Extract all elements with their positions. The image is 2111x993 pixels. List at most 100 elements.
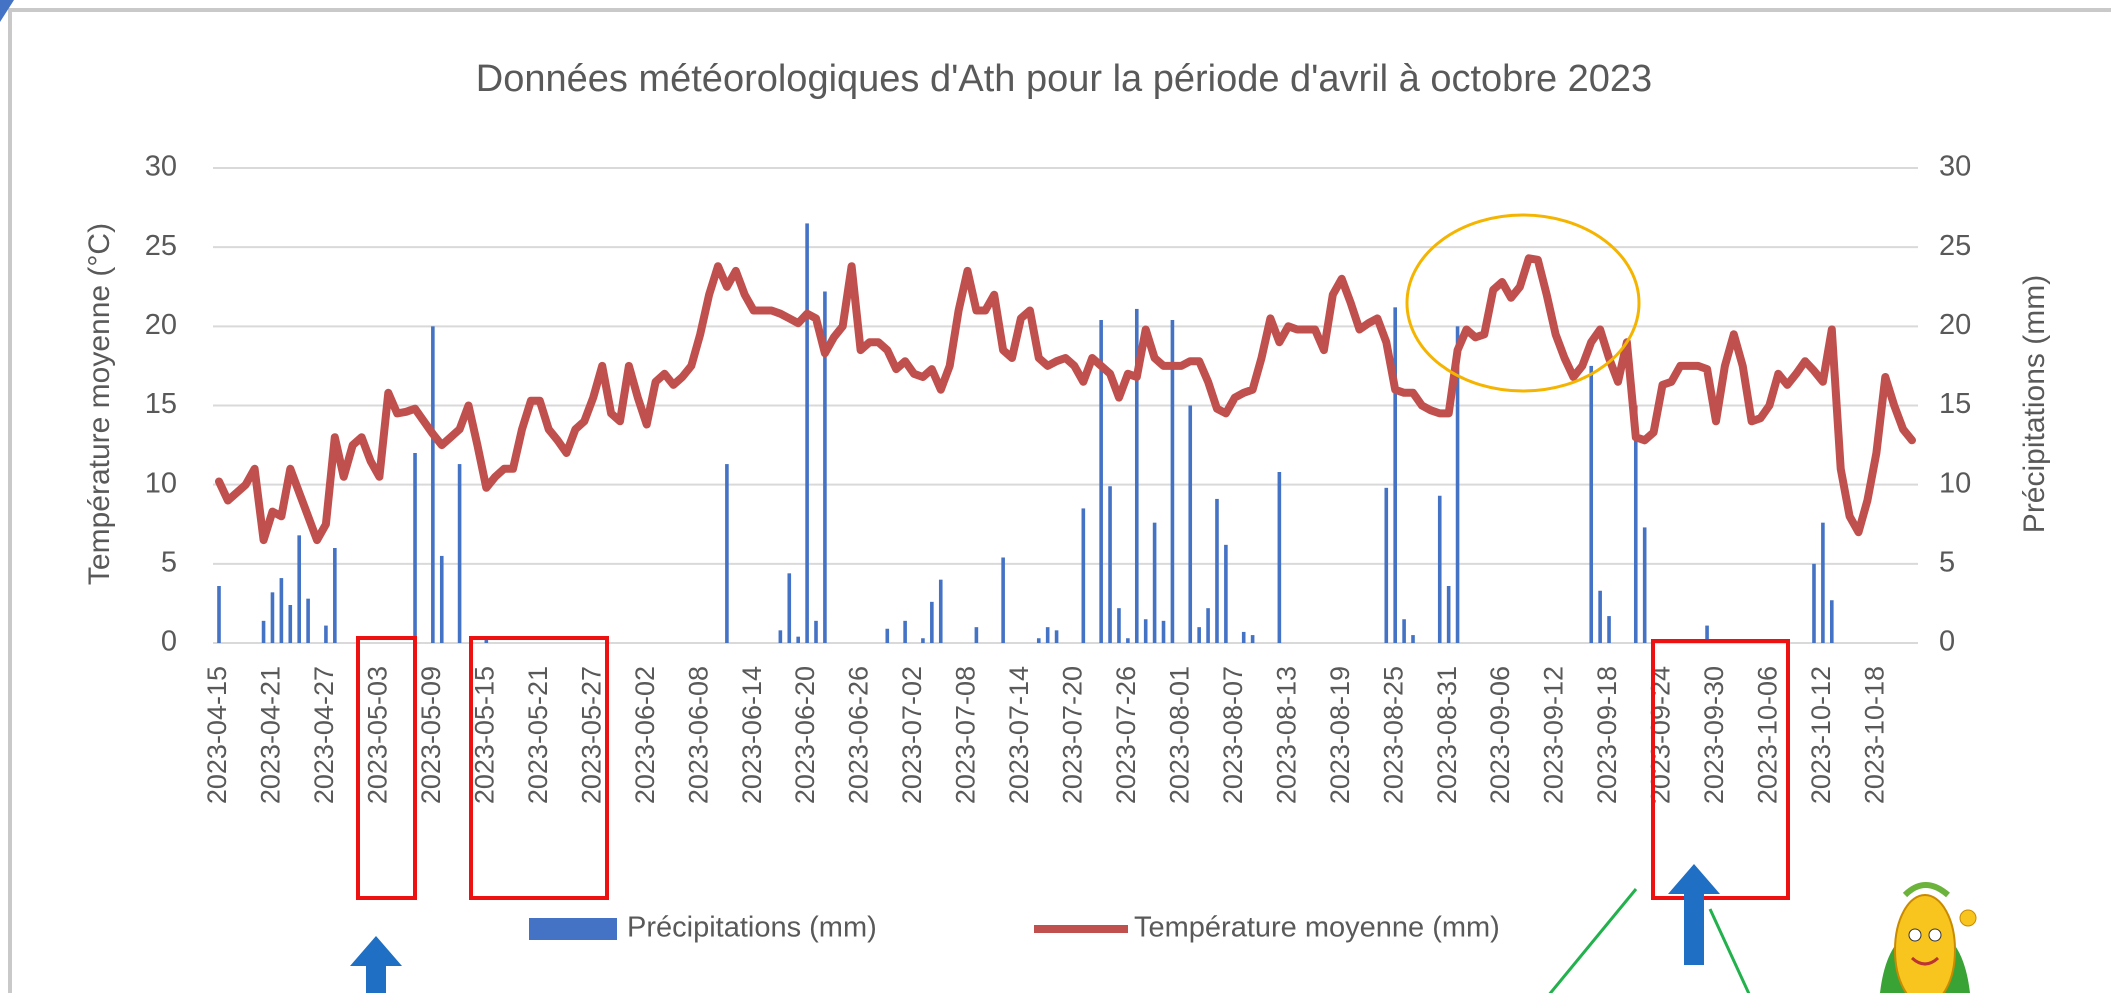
bar [413, 453, 417, 643]
x-tick-label: 2023-09-12 [1539, 666, 1569, 804]
bar [823, 291, 827, 643]
x-tick-label: 2023-05-27 [576, 666, 606, 804]
bar [1001, 557, 1005, 643]
x-tick-label: 2023-04-15 [202, 666, 232, 804]
y2-tick-label: 30 [1939, 151, 1971, 183]
x-tick-label: 2023-10-06 [1753, 666, 1783, 804]
bar [1152, 522, 1157, 643]
x-tick-label: 2023-04-27 [309, 666, 339, 804]
bar [938, 579, 943, 643]
grid [213, 167, 1918, 644]
arrow [350, 936, 402, 993]
plot-area [215, 223, 1916, 643]
x-tick-label: 2023-09-30 [1699, 666, 1729, 804]
bar [324, 625, 328, 643]
pointer-line [1708, 908, 1751, 993]
annotations [350, 213, 1977, 993]
bar [333, 548, 337, 643]
corner-accent [0, 0, 14, 22]
x-tick-label: 2023-06-02 [630, 666, 660, 804]
bar [1830, 600, 1834, 643]
bar [778, 630, 783, 643]
highlight-box [1651, 639, 1790, 900]
bar [1437, 495, 1442, 643]
bar [1054, 630, 1059, 643]
x-tick-label: 2023-10-12 [1806, 666, 1836, 804]
y-tick-label: 15 [145, 388, 177, 420]
bar [1134, 308, 1139, 643]
x-tick-label: 2023-09-24 [1646, 666, 1676, 804]
bar [796, 636, 800, 643]
bar [814, 620, 818, 643]
y-tick-label: 10 [145, 467, 177, 499]
y-axis-title: Température moyenne (°C) [83, 223, 116, 585]
bar [1607, 616, 1611, 643]
bar [787, 573, 792, 643]
x-tick-label: 2023-08-25 [1378, 666, 1408, 804]
bar [1206, 608, 1210, 643]
line [215, 254, 1916, 545]
x-tick-label: 2023-06-20 [790, 666, 820, 804]
bar [1188, 405, 1193, 643]
highlight-box [469, 636, 609, 900]
bar [1197, 627, 1201, 643]
bar [1821, 522, 1825, 643]
legend-swatch [529, 918, 617, 940]
bar [1393, 307, 1397, 643]
y2-axis-title: Précipitations (mm) [2018, 275, 2051, 533]
arrow [1668, 864, 1720, 965]
bar [261, 620, 266, 643]
legend: Précipitations (mm) Température moyenne (… [529, 912, 1500, 944]
bar [974, 627, 979, 643]
x-tick-label: 2023-06-26 [844, 666, 874, 804]
x-tick-label: 2023-07-02 [897, 666, 927, 804]
bar [930, 601, 934, 643]
y2-tick-label: 25 [1939, 230, 1971, 262]
bar [1081, 508, 1086, 643]
bar [1126, 638, 1130, 643]
bar [1402, 619, 1406, 643]
axis-labels: 0 5 10 15 20 25 30 0 5 10 15 20 25 30 2023-04-15 2023-0… [145, 151, 1972, 804]
bar [457, 464, 462, 643]
x-tick-label: 2023-09-18 [1592, 666, 1622, 804]
y2-tick-label: 0 [1939, 626, 1955, 658]
x-tick-label: 2023-06-08 [683, 666, 713, 804]
bar [1117, 608, 1121, 643]
x-tick-label: 2023-08-31 [1432, 666, 1462, 804]
bar [1277, 472, 1282, 643]
bar [1384, 487, 1389, 643]
bar [1250, 635, 1255, 643]
bar [1642, 527, 1647, 643]
highlight-box [356, 636, 417, 900]
y-tick-label: 25 [145, 230, 177, 262]
y2-tick-label: 15 [1939, 388, 1971, 420]
bar [1224, 544, 1228, 643]
x-tick-label: 2023-07-20 [1058, 666, 1088, 804]
bar [1215, 498, 1219, 643]
y-tick-label: 0 [161, 626, 177, 658]
x-tick-label: 2023-07-08 [951, 666, 981, 804]
x-tick-label: 2023-08-07 [1218, 666, 1248, 804]
bar [725, 464, 729, 643]
x-tick-label: 2023-08-19 [1325, 666, 1355, 804]
y-tick-label: 30 [145, 151, 177, 183]
x-tick-label: 2023-07-26 [1111, 666, 1141, 804]
bar [1446, 586, 1451, 643]
bar [1108, 486, 1112, 643]
x-tick-label: 2023-09-06 [1485, 666, 1515, 804]
y2-tick-label: 10 [1939, 467, 1971, 499]
bar [1045, 627, 1050, 643]
bar [1099, 320, 1103, 643]
frame [8, 8, 2111, 993]
bar [270, 592, 275, 643]
bar [1241, 631, 1246, 643]
y2-tick-label: 5 [1939, 546, 1955, 578]
x-tick-label: 2023-05-15 [469, 666, 499, 804]
bar [279, 578, 284, 643]
x-tick-label: 2023-10-18 [1859, 666, 1889, 804]
x-tick-label: 2023-05-21 [523, 666, 553, 804]
bar [431, 326, 435, 643]
